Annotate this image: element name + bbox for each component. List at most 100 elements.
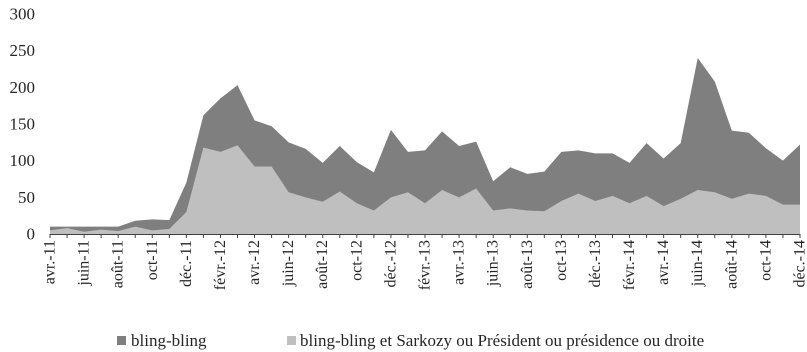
- x-tick-label: juin-14: [689, 240, 706, 287]
- data-point-bling-bling: [389, 128, 392, 131]
- data-point-bling-bling: [151, 218, 154, 221]
- data-point-bling-bling: [679, 142, 682, 145]
- data-point-bling-bling: [236, 84, 239, 87]
- y-tick-label: 300: [10, 5, 36, 24]
- legend-label-bling-bling-sarkozy: bling-bling et Sarkozy ou Président ou p…: [300, 331, 704, 350]
- data-point-bling-bling-sarkozy: [475, 187, 478, 190]
- data-point-bling-bling: [577, 149, 580, 152]
- data-point-bling-bling-sarkozy: [406, 191, 409, 194]
- x-axis: [49, 234, 801, 238]
- data-point-bling-bling-sarkozy: [645, 194, 648, 197]
- x-tick-label: août-12: [314, 240, 331, 289]
- data-point-bling-bling: [781, 159, 784, 162]
- x-tick-label: oct-11: [144, 240, 161, 280]
- data-point-bling-bling-sarkozy: [628, 202, 631, 205]
- data-point-bling-bling: [372, 171, 375, 174]
- x-tick-label: avr.-13: [451, 240, 468, 285]
- data-point-bling-bling: [441, 130, 444, 133]
- x-tick-label: févr.-13: [417, 240, 434, 290]
- data-point-bling-bling-sarkozy: [117, 230, 120, 233]
- x-tick-label: oct-14: [757, 240, 774, 281]
- data-point-bling-bling: [560, 150, 563, 153]
- data-point-bling-bling-sarkozy: [49, 229, 52, 232]
- data-point-bling-bling: [475, 140, 478, 143]
- data-point-bling-bling-sarkozy: [66, 227, 69, 230]
- data-point-bling-bling: [83, 225, 86, 228]
- y-tick-label: 250: [10, 41, 36, 60]
- x-tick-label: août-11: [110, 240, 127, 288]
- data-point-bling-bling-sarkozy: [713, 191, 716, 194]
- data-point-bling-bling: [134, 219, 137, 222]
- data-point-bling-bling-sarkozy: [134, 225, 137, 228]
- data-point-bling-bling-sarkozy: [594, 200, 597, 203]
- data-point-bling-bling: [287, 141, 290, 144]
- data-point-bling-bling-sarkozy: [83, 230, 86, 233]
- legend-item-bling-bling-sarkozy: bling-bling et Sarkozy ou Président ou p…: [287, 331, 704, 350]
- data-point-bling-bling-sarkozy: [219, 150, 222, 153]
- data-point-bling-bling: [696, 57, 699, 60]
- x-tick-label: août-13: [519, 240, 536, 289]
- data-point-bling-bling-sarkozy: [236, 144, 239, 147]
- data-point-bling-bling: [594, 152, 597, 155]
- data-point-bling-bling: [424, 149, 427, 152]
- series-area-bling-bling-sarkozy: [50, 145, 800, 234]
- data-point-bling-bling: [304, 147, 307, 150]
- data-point-bling-bling: [117, 225, 120, 228]
- x-tick-label: juin-13: [485, 240, 502, 287]
- data-point-bling-bling-sarkozy: [355, 202, 358, 205]
- data-point-bling-bling: [270, 125, 273, 128]
- data-point-bling-bling-sarkozy: [304, 196, 307, 199]
- y-tick-label: 100: [10, 151, 36, 170]
- data-point-bling-bling: [458, 145, 461, 148]
- data-point-bling-bling: [168, 219, 171, 222]
- x-tick-label: déc.-12: [382, 240, 399, 288]
- x-tick-label: déc.-14: [792, 240, 807, 288]
- y-tick-label: 200: [10, 78, 36, 97]
- x-tick-label: avr.-12: [246, 240, 263, 285]
- data-point-bling-bling-sarkozy: [168, 227, 171, 230]
- x-tick-label: févr.-12: [212, 240, 229, 290]
- data-point-bling-bling: [253, 119, 256, 122]
- x-tick-label: déc.-13: [587, 240, 604, 288]
- data-point-bling-bling-sarkozy: [781, 203, 784, 206]
- data-point-bling-bling-sarkozy: [509, 207, 512, 210]
- data-point-bling-bling: [645, 142, 648, 145]
- data-point-bling-bling: [219, 97, 222, 100]
- data-point-bling-bling: [406, 150, 409, 153]
- data-point-bling-bling-sarkozy: [458, 196, 461, 199]
- legend-label-bling-bling: bling-bling: [131, 331, 207, 350]
- data-point-bling-bling: [338, 145, 341, 148]
- x-tick-label: avr.-11: [42, 240, 59, 284]
- plot-areas: [50, 58, 800, 234]
- x-tick-label: août-14: [723, 240, 740, 289]
- legend: bling-bling bling-bling et Sarkozy ou Pr…: [117, 331, 704, 350]
- y-tick-label: 150: [10, 115, 36, 134]
- data-point-bling-bling: [526, 172, 529, 175]
- legend-swatch-bling-bling: [117, 336, 126, 345]
- data-point-bling-bling-sarkozy: [185, 211, 188, 214]
- data-point-bling-bling: [202, 114, 205, 117]
- data-point-bling-bling: [662, 157, 665, 160]
- data-point-bling-bling-sarkozy: [526, 209, 529, 212]
- data-point-bling-bling-sarkozy: [764, 194, 767, 197]
- data-point-bling-bling-sarkozy: [662, 205, 665, 208]
- data-point-bling-bling: [321, 161, 324, 164]
- data-point-bling-bling-sarkozy: [253, 165, 256, 168]
- data-point-bling-bling-sarkozy: [611, 194, 614, 197]
- data-point-bling-bling: [747, 131, 750, 134]
- x-tick-label: oct-12: [348, 240, 365, 281]
- data-point-bling-bling-sarkozy: [543, 210, 546, 213]
- data-point-bling-bling-sarkozy: [372, 209, 375, 212]
- data-point-bling-bling-sarkozy: [560, 200, 563, 203]
- x-tick-label: avr.-14: [655, 240, 672, 285]
- data-point-bling-bling-sarkozy: [747, 192, 750, 195]
- data-point-bling-bling: [543, 170, 546, 173]
- data-point-bling-bling: [764, 147, 767, 150]
- data-point-bling-bling-sarkozy: [424, 202, 427, 205]
- data-point-bling-bling-sarkozy: [100, 228, 103, 231]
- data-point-bling-bling-sarkozy: [151, 229, 154, 232]
- data-point-bling-bling-sarkozy: [321, 200, 324, 203]
- data-point-bling-bling: [185, 181, 188, 184]
- data-point-bling-bling-sarkozy: [799, 203, 802, 206]
